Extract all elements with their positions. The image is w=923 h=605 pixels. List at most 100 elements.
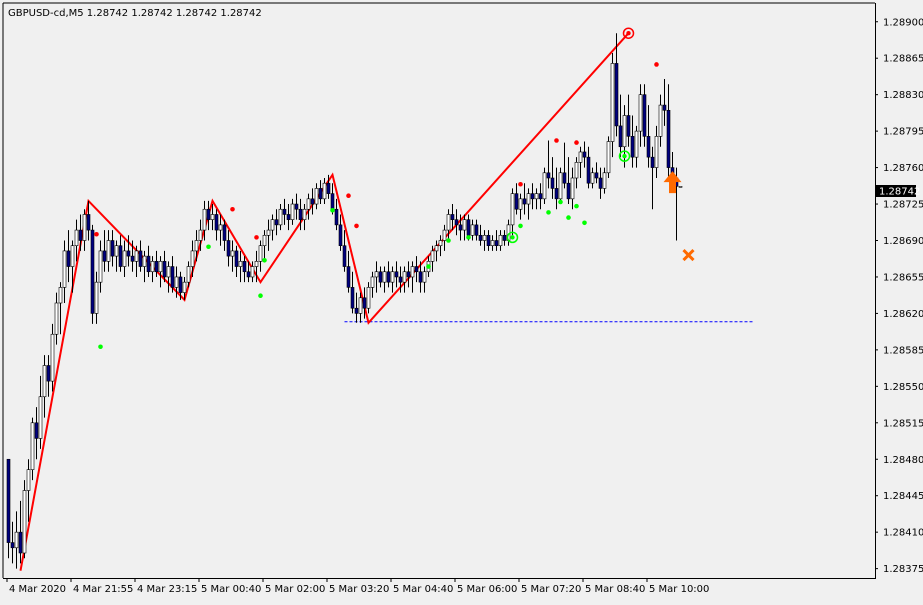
candle-body	[618, 125, 623, 148]
candle-body	[526, 193, 531, 205]
candle-body	[642, 94, 647, 137]
candle-body	[338, 224, 343, 247]
fractal-dot-top	[574, 140, 579, 145]
price-tick-label: 1.28445	[883, 491, 923, 502]
candle-body	[514, 193, 519, 210]
zigzag-layer	[19, 32, 630, 571]
fractal-dot-top	[254, 235, 259, 240]
candle-body	[530, 193, 535, 200]
candle-body	[602, 172, 607, 189]
candle-body	[590, 172, 595, 184]
candle-body	[566, 182, 571, 200]
candle-body	[286, 214, 291, 220]
fractal-dot-top	[354, 223, 359, 229]
candle-body	[110, 240, 115, 257]
candle-body	[270, 219, 275, 231]
price-tick-label: 1.28900	[883, 17, 923, 28]
candle-body	[194, 240, 199, 252]
candle-body	[70, 245, 75, 267]
candle-body	[66, 250, 71, 267]
price-axis: 1.28900 1.28865 1.28830 1.28795 1.28760 1.287…	[875, 17, 923, 575]
price-tick-label: 1.28515	[883, 418, 923, 429]
candle-body	[290, 203, 295, 220]
price-tick-label: 1.28620	[883, 309, 923, 320]
candle-body	[534, 193, 539, 200]
candle-body	[490, 240, 495, 247]
fractal-dot-bottom	[446, 238, 451, 243]
last-price-label: 1.28742	[876, 185, 920, 198]
candle-body	[282, 208, 287, 215]
candle-body	[574, 162, 579, 179]
candle-body	[446, 214, 451, 231]
candle-body	[598, 177, 603, 189]
axes-layer	[2, 2, 876, 579]
candle-body	[166, 266, 171, 278]
candle-body	[454, 219, 459, 226]
candle-body	[314, 188, 319, 205]
candle-body	[90, 229, 95, 314]
fractal-dot-bottom	[98, 344, 103, 350]
candle-body	[586, 156, 591, 184]
candle-body	[262, 234, 267, 247]
candle-body	[294, 203, 299, 210]
candle-body	[374, 271, 379, 278]
candle-body	[198, 229, 203, 241]
time-tick-label: 5 Mar 00:40	[201, 584, 261, 595]
candle-body	[254, 261, 259, 267]
candle-body	[626, 115, 631, 137]
candle-body	[18, 531, 23, 554]
candle-body	[274, 219, 279, 226]
candle-body	[438, 240, 443, 247]
fractal-dot-top	[230, 206, 235, 212]
candle-body	[206, 208, 211, 220]
candle-body	[266, 229, 271, 236]
candle-body	[422, 271, 427, 283]
candle-body	[46, 365, 51, 382]
candle-body	[550, 177, 555, 189]
candle-body	[50, 333, 55, 382]
candle-body	[582, 151, 587, 158]
candle-body	[82, 214, 87, 241]
candle-body	[234, 250, 239, 267]
candle-body	[134, 250, 139, 262]
candle-body	[482, 234, 487, 241]
candle-body	[246, 271, 251, 278]
fractal-dot-bottom	[574, 203, 579, 209]
candle-body	[210, 214, 215, 220]
price-tick-label: 1.28585	[883, 345, 923, 356]
candle-body	[646, 136, 651, 158]
candle-body	[606, 141, 611, 174]
candle-body	[38, 396, 43, 439]
candle-body	[74, 229, 79, 247]
candle-body	[30, 422, 35, 470]
pivot-circle-center	[626, 31, 631, 36]
pivot-circle-center	[510, 235, 515, 240]
candle-body	[634, 130, 639, 158]
candle-body	[170, 266, 175, 288]
candle-body	[654, 136, 659, 168]
fractal-dot-bottom	[466, 235, 471, 240]
candle-body	[178, 276, 183, 293]
candle-body	[430, 250, 435, 262]
fractal-dot-bottom	[258, 293, 263, 299]
candle-body	[94, 281, 99, 314]
pivot-circle-marker	[618, 150, 631, 162]
candle-body	[158, 261, 163, 273]
time-tick-label: 5 Mar 03:20	[329, 584, 389, 595]
candle-body	[302, 208, 307, 220]
candle-body	[570, 177, 575, 200]
candle-body	[186, 266, 191, 283]
fractal-dot-bottom	[330, 207, 335, 213]
fractal-dot-bottom	[566, 215, 571, 220]
candle-body	[518, 198, 523, 210]
price-tick-label: 1.28480	[883, 455, 923, 466]
candle-body	[578, 151, 583, 163]
fractal-dot-bottom	[582, 220, 587, 226]
candle-body	[466, 219, 471, 236]
time-tick-label: 5 Mar 07:20	[521, 584, 581, 595]
candle-body	[150, 261, 155, 273]
fractal-dot-bottom	[262, 257, 267, 263]
candle-body	[42, 365, 47, 398]
